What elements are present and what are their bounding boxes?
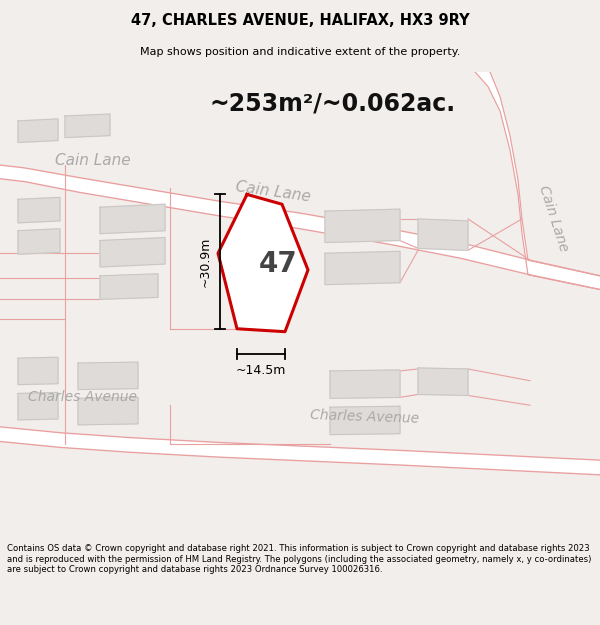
Text: Charles Avenue: Charles Avenue [310,408,419,426]
Polygon shape [325,209,400,242]
Text: 47: 47 [259,250,297,278]
Polygon shape [475,72,600,289]
Text: Map shows position and indicative extent of the property.: Map shows position and indicative extent… [140,47,460,57]
Polygon shape [418,219,468,251]
Text: Charles Avenue: Charles Avenue [28,391,137,404]
Text: Cain Lane: Cain Lane [536,184,571,254]
Text: 47, CHARLES AVENUE, HALIFAX, HX3 9RY: 47, CHARLES AVENUE, HALIFAX, HX3 9RY [131,13,469,28]
Text: Contains OS data © Crown copyright and database right 2021. This information is : Contains OS data © Crown copyright and d… [7,544,592,574]
Polygon shape [18,198,60,223]
Polygon shape [330,370,400,398]
Polygon shape [0,427,600,475]
Polygon shape [18,229,60,254]
Polygon shape [18,357,58,384]
Polygon shape [100,238,165,267]
Text: Cain Lane: Cain Lane [235,179,312,204]
Polygon shape [418,368,468,396]
Polygon shape [78,362,138,389]
Text: ~253m²/~0.062ac.: ~253m²/~0.062ac. [210,91,456,115]
Polygon shape [65,114,110,138]
Polygon shape [18,392,58,420]
Text: ~30.9m: ~30.9m [199,236,212,287]
Polygon shape [18,119,58,142]
Polygon shape [100,274,158,299]
Polygon shape [78,398,138,425]
Polygon shape [325,251,400,284]
Text: Cain Lane: Cain Lane [55,152,131,168]
Polygon shape [100,204,165,234]
Text: ~14.5m: ~14.5m [236,364,286,377]
Polygon shape [0,165,600,289]
Polygon shape [218,194,308,332]
Polygon shape [330,406,400,434]
